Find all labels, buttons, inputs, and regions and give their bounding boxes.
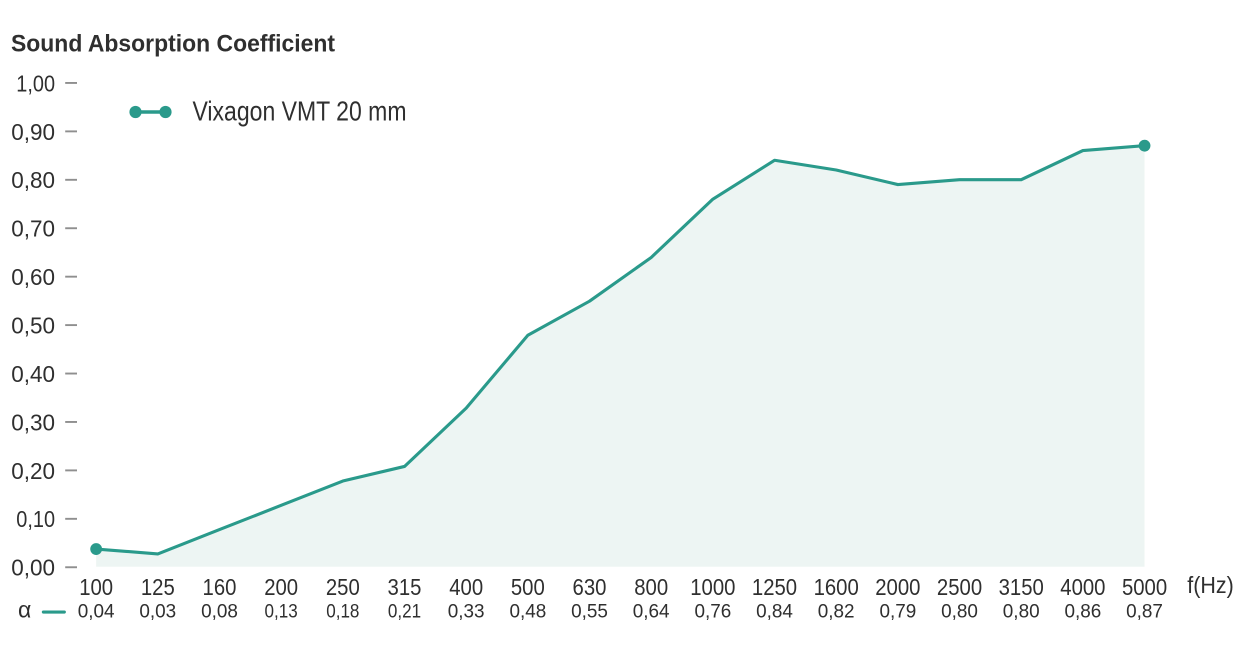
svg-text:0,18: 0,18 [326,602,359,623]
svg-text:0,30: 0,30 [11,409,55,435]
svg-text:100: 100 [79,574,113,600]
svg-text:0,80: 0,80 [11,167,55,193]
svg-text:0,79: 0,79 [879,602,916,623]
svg-text:0,04: 0,04 [78,602,115,623]
svg-text:0,84: 0,84 [756,602,793,623]
svg-text:1,00: 1,00 [16,70,55,96]
svg-text:500: 500 [511,574,545,600]
svg-text:0,40: 0,40 [11,361,55,387]
svg-text:0,80: 0,80 [1003,602,1040,623]
svg-text:630: 630 [573,574,607,600]
svg-text:0,13: 0,13 [265,602,298,623]
svg-text:0,86: 0,86 [1064,602,1101,623]
svg-text:315: 315 [388,574,422,600]
svg-text:0,50: 0,50 [11,313,55,339]
svg-text:0,76: 0,76 [694,602,731,623]
svg-text:Vixagon VMT 20 mm: Vixagon VMT 20 mm [193,96,407,127]
svg-text:0,33: 0,33 [448,602,485,623]
svg-text:0,10: 0,10 [16,506,55,532]
svg-text:0,08: 0,08 [201,602,238,623]
svg-text:3150: 3150 [999,574,1044,600]
svg-text:400: 400 [449,574,483,600]
svg-text:0,03: 0,03 [139,602,176,623]
svg-text:125: 125 [141,574,175,600]
svg-text:1600: 1600 [814,574,859,600]
svg-text:0,55: 0,55 [571,602,608,623]
svg-text:2000: 2000 [875,574,920,600]
svg-text:800: 800 [634,574,668,600]
svg-text:0,80: 0,80 [941,602,978,623]
svg-text:0,21: 0,21 [388,602,421,623]
svg-text:0,60: 0,60 [11,264,55,290]
svg-text:Sound Absorption Coefficient: Sound Absorption Coefficient [11,31,335,58]
svg-text:0,64: 0,64 [633,602,670,623]
svg-text:0,48: 0,48 [509,602,546,623]
svg-text:1000: 1000 [690,574,735,600]
svg-text:0,00: 0,00 [11,555,55,581]
svg-text:0,90: 0,90 [11,119,55,145]
svg-text:0,20: 0,20 [11,458,55,484]
svg-text:α: α [18,597,31,623]
svg-text:250: 250 [326,574,360,600]
svg-text:0,87: 0,87 [1126,602,1163,623]
svg-text:f(Hz): f(Hz) [1187,572,1234,598]
svg-text:5000: 5000 [1122,574,1167,600]
svg-text:2500: 2500 [937,574,982,600]
svg-text:1250: 1250 [752,574,797,600]
svg-text:200: 200 [264,574,298,600]
svg-text:4000: 4000 [1060,574,1105,600]
svg-text:160: 160 [203,574,237,600]
svg-text:0,70: 0,70 [11,216,55,242]
svg-text:0,82: 0,82 [818,602,855,623]
